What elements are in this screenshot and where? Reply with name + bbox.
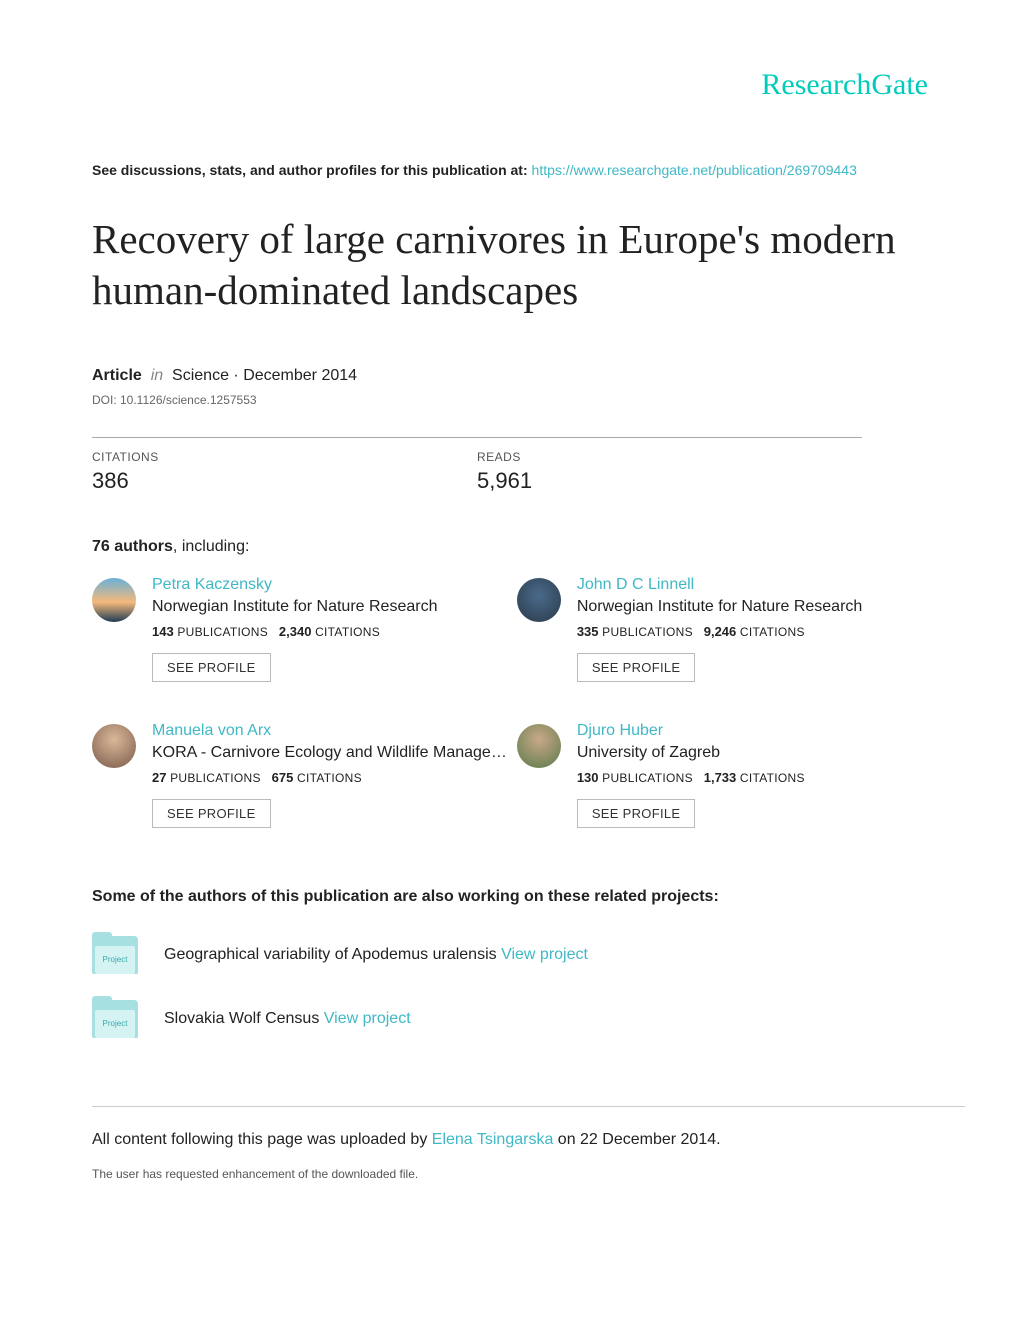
- projects-list: Project Geographical variability of Apod…: [92, 936, 928, 1038]
- author-stats: 143 PUBLICATIONS 2,340 CITATIONS: [152, 624, 507, 639]
- author-affiliation: KORA - Carnivore Ecology and Wildlife Ma…: [152, 744, 507, 762]
- project-folder-icon: Project: [92, 936, 138, 974]
- project-row: Project Slovakia Wolf Census View projec…: [92, 1000, 928, 1038]
- reads-value: 5,961: [477, 468, 862, 494]
- author-name-link[interactable]: Manuela von Arx: [152, 722, 507, 740]
- citations-block: CITATIONS 386: [92, 437, 477, 494]
- related-projects-header: Some of the authors of this publication …: [92, 888, 928, 906]
- uploader-link[interactable]: Elena Tsingarska: [432, 1131, 554, 1148]
- view-project-link[interactable]: View project: [324, 1010, 411, 1027]
- author-affiliation: University of Zagreb: [577, 744, 928, 762]
- author-info: John D C Linnell Norwegian Institute for…: [577, 576, 928, 682]
- avatar[interactable]: [517, 724, 561, 768]
- footer-suffix: on 22 December 2014.: [553, 1131, 720, 1148]
- reads-block: READS 5,961: [477, 437, 862, 494]
- project-title: Geographical variability of Apodemus ura…: [164, 946, 588, 964]
- citations-value: 386: [92, 468, 477, 494]
- project-title: Slovakia Wolf Census View project: [164, 1010, 411, 1028]
- avatar[interactable]: [517, 578, 561, 622]
- doi-text: DOI: 10.1126/science.1257553: [92, 393, 928, 407]
- author-stats: 335 PUBLICATIONS 9,246 CITATIONS: [577, 624, 928, 639]
- page-container: ResearchGate See discussions, stats, and…: [0, 0, 1020, 1221]
- author-card: Manuela von Arx KORA - Carnivore Ecology…: [92, 722, 507, 828]
- project-row: Project Geographical variability of Apod…: [92, 936, 928, 974]
- authors-count: 76 authors: [92, 538, 173, 555]
- intro-text: See discussions, stats, and author profi…: [92, 162, 928, 178]
- authors-grid: Petra Kaczensky Norwegian Institute for …: [92, 576, 928, 828]
- author-stats: 130 PUBLICATIONS 1,733 CITATIONS: [577, 770, 928, 785]
- view-project-link[interactable]: View project: [501, 946, 588, 963]
- author-card: Petra Kaczensky Norwegian Institute for …: [92, 576, 507, 682]
- stats-row: CITATIONS 386 READS 5,961: [92, 437, 928, 494]
- footer-prefix: All content following this page was uplo…: [92, 1131, 432, 1148]
- site-logo: ResearchGate: [92, 68, 928, 102]
- paper-title: Recovery of large carnivores in Europe's…: [92, 214, 928, 317]
- author-affiliation: Norwegian Institute for Nature Research: [152, 598, 507, 616]
- author-name-link[interactable]: Petra Kaczensky: [152, 576, 507, 594]
- article-type: Article: [92, 367, 142, 384]
- avatar[interactable]: [92, 724, 136, 768]
- authors-count-label: 76 authors, including:: [92, 538, 928, 556]
- reads-label: READS: [477, 450, 862, 464]
- intro-prefix: See discussions, stats, and author profi…: [92, 162, 532, 178]
- article-meta: Article in Science · December 2014: [92, 367, 928, 385]
- publication-url-link[interactable]: https://www.researchgate.net/publication…: [532, 162, 857, 178]
- authors-including: , including:: [173, 538, 250, 555]
- footer-upload-line: All content following this page was uplo…: [92, 1131, 965, 1149]
- see-profile-button[interactable]: SEE PROFILE: [577, 799, 696, 828]
- author-card: John D C Linnell Norwegian Institute for…: [517, 576, 928, 682]
- project-folder-icon: Project: [92, 1000, 138, 1038]
- footer: All content following this page was uplo…: [92, 1106, 965, 1181]
- author-info: Petra Kaczensky Norwegian Institute for …: [152, 576, 507, 682]
- author-stats: 27 PUBLICATIONS 675 CITATIONS: [152, 770, 507, 785]
- footer-enhancement-note: The user has requested enhancement of th…: [92, 1167, 965, 1181]
- in-word: in: [146, 367, 172, 384]
- author-info: Manuela von Arx KORA - Carnivore Ecology…: [152, 722, 507, 828]
- see-profile-button[interactable]: SEE PROFILE: [152, 653, 271, 682]
- journal-date: Science · December 2014: [172, 367, 357, 384]
- see-profile-button[interactable]: SEE PROFILE: [152, 799, 271, 828]
- author-name-link[interactable]: John D C Linnell: [577, 576, 928, 594]
- citations-label: CITATIONS: [92, 450, 477, 464]
- avatar[interactable]: [92, 578, 136, 622]
- author-info: Djuro Huber University of Zagreb 130 PUB…: [577, 722, 928, 828]
- see-profile-button[interactable]: SEE PROFILE: [577, 653, 696, 682]
- author-name-link[interactable]: Djuro Huber: [577, 722, 928, 740]
- author-card: Djuro Huber University of Zagreb 130 PUB…: [517, 722, 928, 828]
- author-affiliation: Norwegian Institute for Nature Research: [577, 598, 928, 616]
